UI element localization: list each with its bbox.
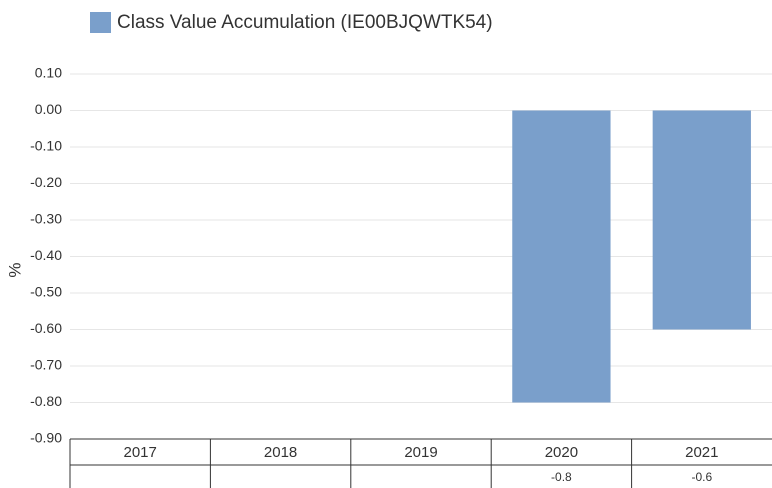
x-tick-label: 2020	[545, 444, 578, 461]
y-tick-label: -0.40	[30, 247, 62, 263]
bar	[512, 110, 611, 403]
y-tick-label: -0.30	[30, 211, 62, 227]
y-tick-label: -0.50	[30, 284, 62, 300]
y-tick-label: -0.70	[30, 357, 62, 373]
y-tick-label: -0.10	[30, 138, 62, 154]
y-tick-label: 0.10	[35, 65, 62, 81]
x-tick-label: 2017	[124, 444, 157, 461]
y-tick-label: -0.90	[30, 430, 62, 446]
y-tick-label: -0.60	[30, 320, 62, 336]
x-tick-label: 2021	[685, 444, 718, 461]
table-value: -0.6	[691, 470, 712, 484]
y-tick-label: -0.20	[30, 174, 62, 190]
x-tick-label: 2018	[264, 444, 297, 461]
legend-label: Class Value Accumulation (IE00BJQWTK54)	[117, 12, 493, 33]
y-axis-label: %	[5, 262, 24, 277]
bar	[652, 110, 751, 330]
table-value: -0.8	[551, 470, 572, 484]
y-tick-label: 0.00	[35, 101, 62, 117]
x-tick-label: 2019	[404, 444, 437, 461]
y-tick-label: -0.80	[30, 393, 62, 409]
legend-swatch	[90, 12, 111, 33]
